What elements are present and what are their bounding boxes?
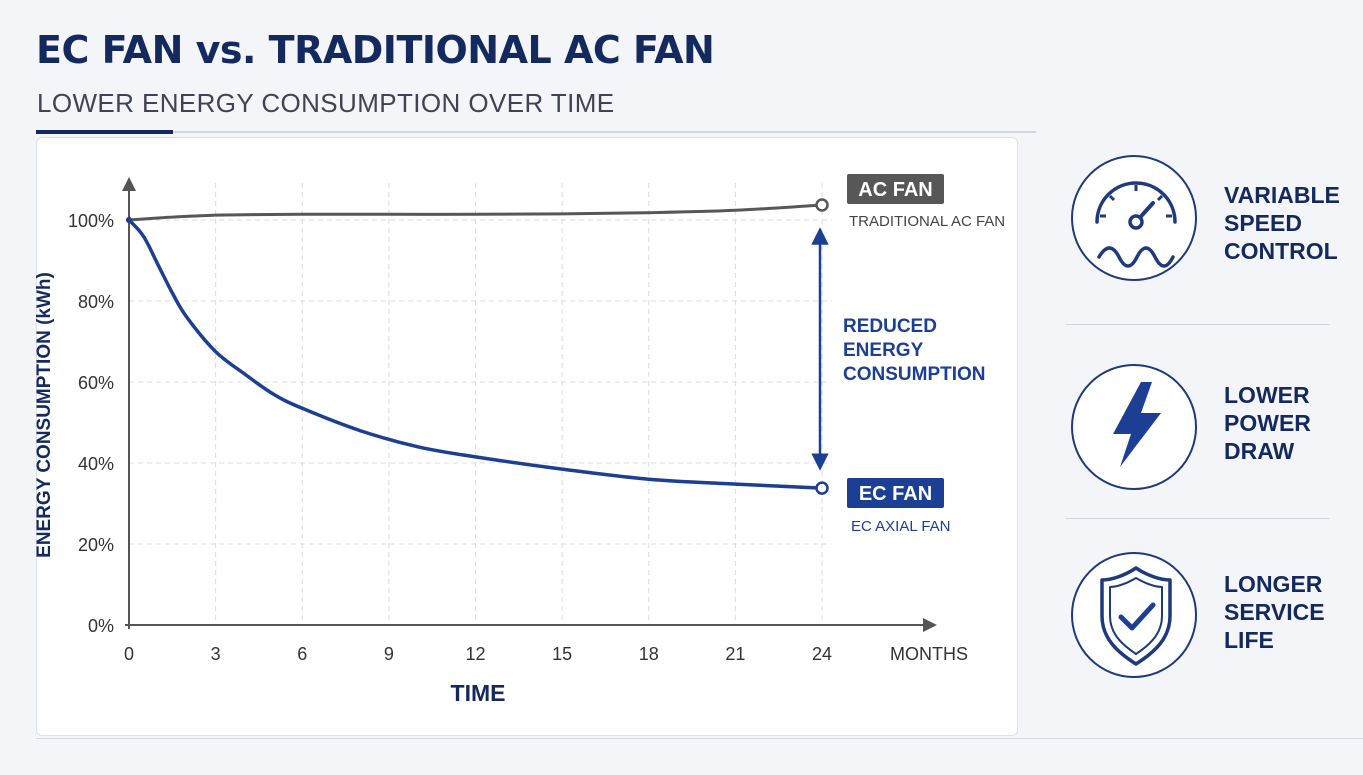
x-axis-title: TIME [451, 680, 506, 706]
y-tick-label: 40% [78, 454, 114, 474]
feature-label-variable-speed: VARIABLE SPEED CONTROL [1224, 182, 1340, 264]
page-title: EC FAN vs. TRADITIONAL AC FAN [36, 28, 715, 72]
y-tick-label: 80% [78, 292, 114, 312]
chart-labels: TIME ENERGY CONSUMPTION (kWh) AC FAN TRADIT… [34, 174, 1005, 706]
y-axis-title: ENERGY CONSUMPTION (kWh) [34, 272, 55, 558]
title-accent-bar [36, 130, 173, 134]
ec-fan-line [127, 218, 824, 490]
reduction-annotation-line: REDUCED [843, 316, 937, 337]
y-tick-label: 60% [78, 373, 114, 393]
x-tick-label: 21 [725, 644, 745, 664]
y-tick-label: 0% [88, 616, 114, 636]
x-tick-label: 24 [812, 644, 832, 664]
x-tick-label: 3 [211, 644, 221, 664]
chart-axes [122, 177, 937, 632]
x-tick-label: 9 [384, 644, 394, 664]
ec-fan-badge-label: EC FAN [859, 483, 932, 505]
x-tick-label: 12 [465, 644, 485, 664]
ac-fan-badge-label: AC FAN [858, 179, 932, 201]
ac-fan-badge [847, 174, 944, 204]
ec-fan-badge [847, 478, 944, 508]
x-tick-label: 15 [552, 644, 572, 664]
x-tick-label: 18 [639, 644, 659, 664]
reduction-annotation-line: CONSUMPTION [843, 364, 986, 385]
feature-divider [1066, 324, 1330, 325]
ac-fan-endpoint [815, 198, 829, 212]
reduction-annotation-line: ENERGY [843, 340, 924, 361]
feature-label-service-life: LONGER SERVICE LIFE [1224, 571, 1325, 653]
title-divider [36, 131, 1036, 133]
bottom-divider [36, 738, 1363, 739]
x-unit-label: MONTHS [890, 644, 968, 664]
chart-ticks: 0% 20% 40% 60% 80% 100% 0 3 6 9 12 15 18 21 24 MONTHS [68, 211, 968, 664]
ec-fan-endpoint [815, 481, 829, 495]
feature-label-power-draw: LOWER POWER DRAW [1224, 382, 1311, 464]
speedometer-wave-icon [1071, 155, 1197, 281]
lightning-bolt-icon [1071, 364, 1197, 490]
y-tick-label: 20% [78, 535, 114, 555]
ac-fan-sublabel: TRADITIONAL AC FAN [849, 213, 1005, 230]
ec-fan-startpoint [126, 217, 132, 223]
shield-check-icon [1071, 552, 1197, 678]
x-tick-label: 0 [124, 644, 134, 664]
chart-grid [129, 183, 832, 625]
x-tick-label: 6 [297, 644, 307, 664]
y-tick-label: 100% [68, 211, 114, 231]
ac-fan-line [127, 203, 824, 222]
chart-lines [126, 198, 829, 495]
page-subtitle: LOWER ENERGY CONSUMPTION OVER TIME [37, 88, 615, 118]
feature-divider [1066, 518, 1330, 519]
ec-fan-sublabel: EC AXIAL FAN [851, 518, 951, 535]
chart-panel [36, 137, 1018, 736]
